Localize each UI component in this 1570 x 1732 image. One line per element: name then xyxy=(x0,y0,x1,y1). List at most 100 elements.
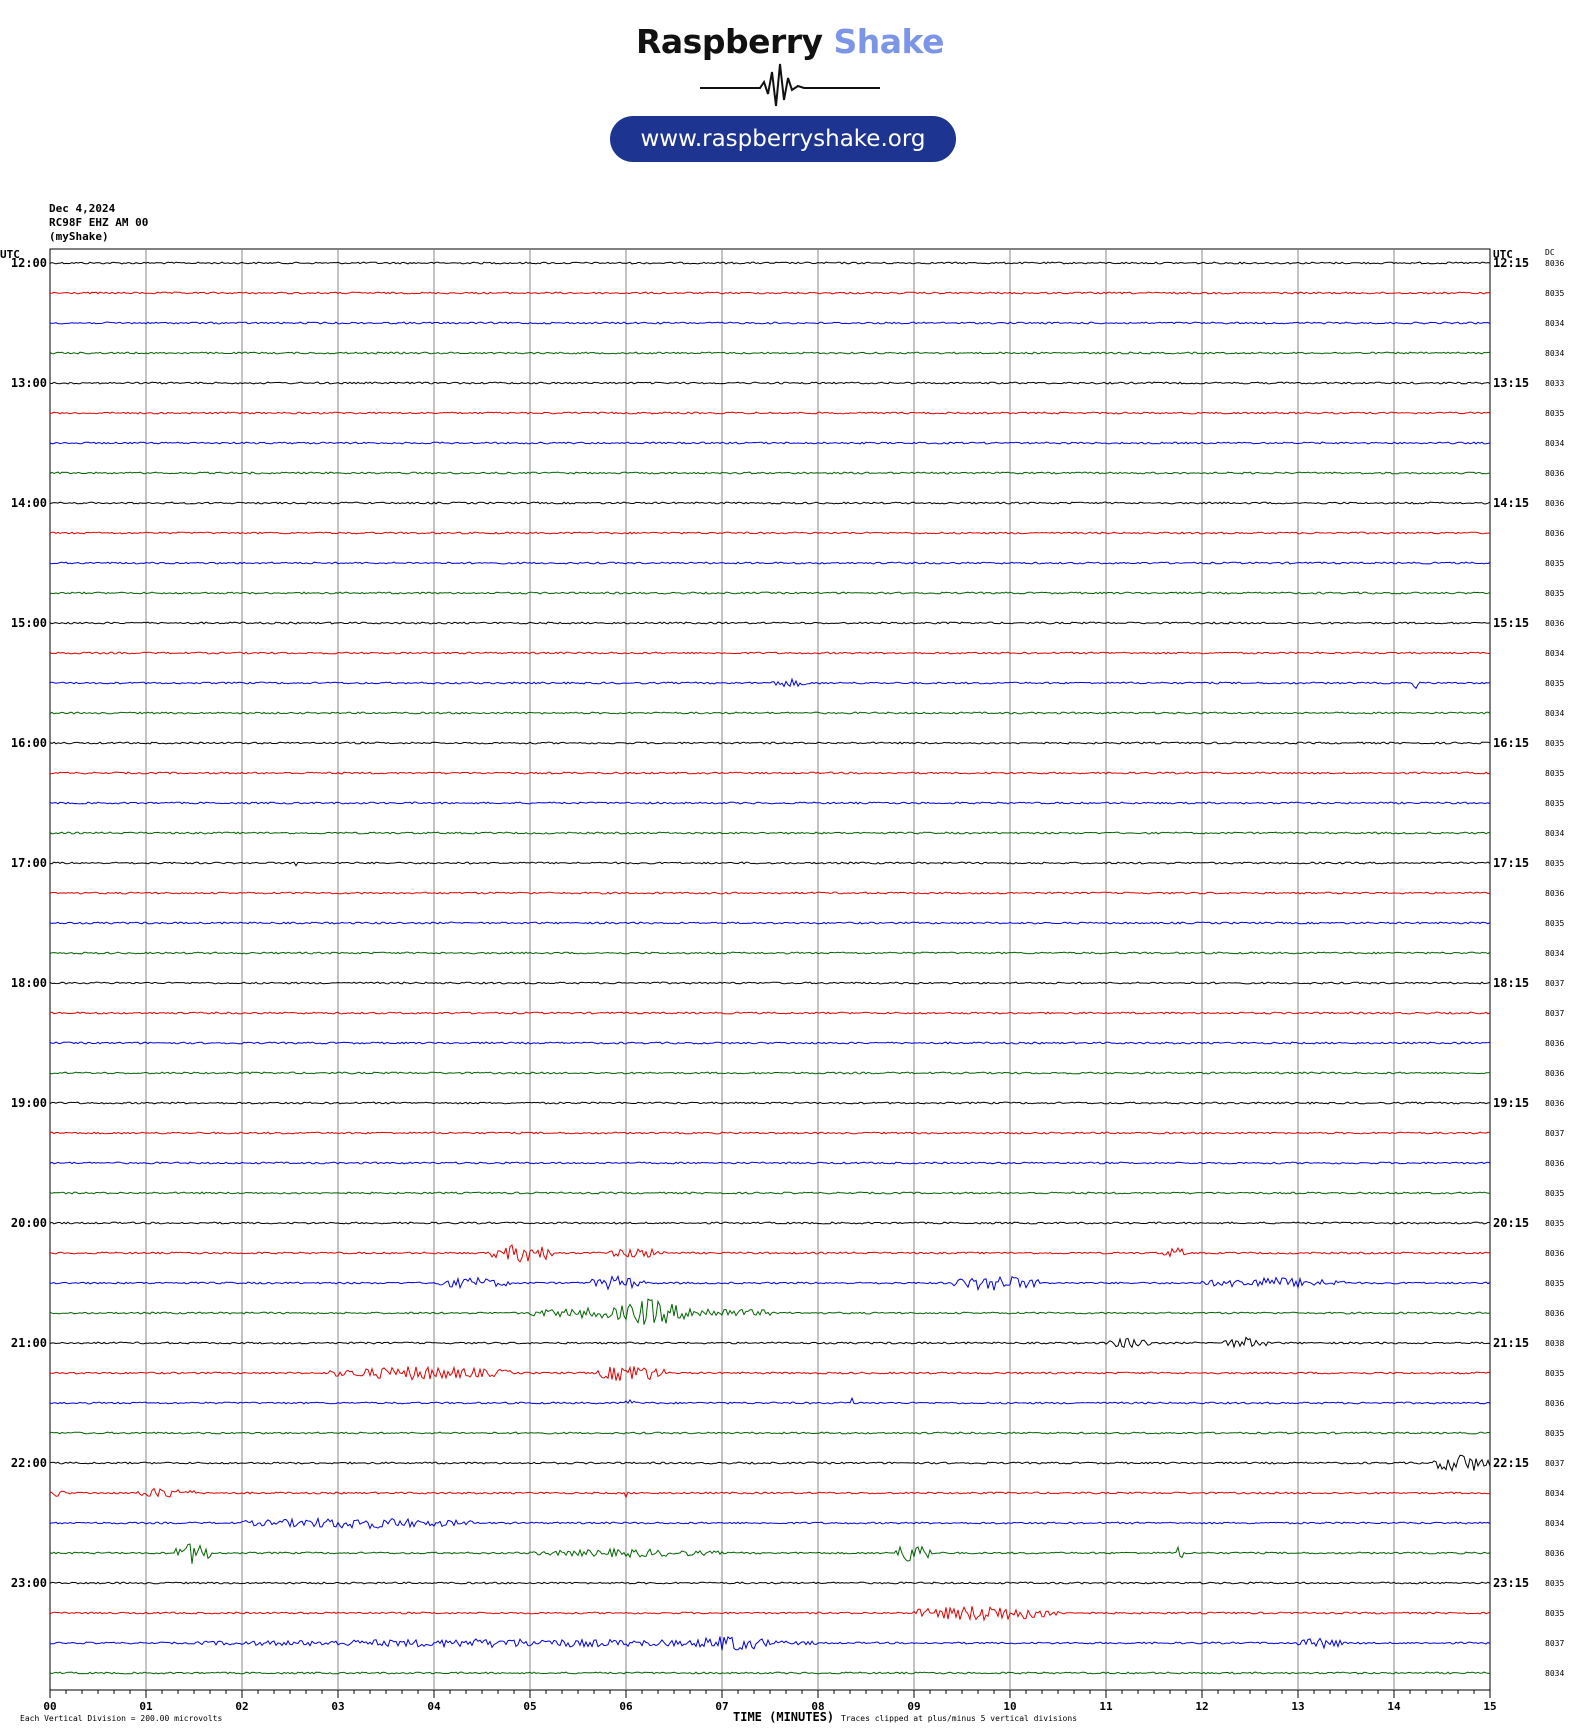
row-label-left-40: 22:00 xyxy=(11,1456,47,1470)
row-label-right-0: 12:15 xyxy=(1493,256,1529,270)
right-axis-title: UTC xyxy=(1493,248,1513,261)
dc-value-35: 8036 xyxy=(1545,1309,1564,1318)
tick-label-14: 14 xyxy=(1387,1700,1401,1713)
trace-row-0 xyxy=(49,261,1491,265)
dc-value-3: 8034 xyxy=(1545,349,1564,358)
row-label-left-28: 19:00 xyxy=(11,1096,47,1110)
row-label-left-20: 17:00 xyxy=(11,856,47,870)
tick-label-15: 15 xyxy=(1483,1700,1496,1713)
dc-value-38: 8036 xyxy=(1545,1399,1564,1408)
row-label-left-4: 13:00 xyxy=(11,376,47,390)
dc-value-42: 8034 xyxy=(1545,1519,1564,1528)
trace-row-47 xyxy=(49,1671,1491,1675)
trace-row-35 xyxy=(49,1298,1491,1325)
trace-row-20 xyxy=(49,861,1491,867)
tick-label-01: 01 xyxy=(139,1700,153,1713)
trace-row-33 xyxy=(50,1244,1491,1263)
dc-value-5: 8035 xyxy=(1545,409,1564,418)
trace-row-29 xyxy=(49,1131,1491,1135)
tick-label-00: 00 xyxy=(43,1700,56,1713)
dc-value-16: 8035 xyxy=(1545,739,1564,748)
trace-row-12 xyxy=(49,621,1491,625)
seismograph-wave-icon xyxy=(700,63,880,107)
trace-row-39 xyxy=(50,1431,1491,1435)
trace-row-37 xyxy=(49,1365,1491,1381)
dc-value-46: 8037 xyxy=(1545,1639,1564,1648)
dc-value-28: 8036 xyxy=(1545,1099,1564,1108)
trace-row-4 xyxy=(49,381,1491,385)
trace-row-2 xyxy=(50,321,1491,325)
trace-row-27 xyxy=(49,1071,1491,1075)
trace-row-40 xyxy=(49,1454,1491,1473)
dc-value-32: 8035 xyxy=(1545,1219,1564,1228)
row-label-right-32: 20:15 xyxy=(1493,1216,1529,1230)
trace-row-17 xyxy=(49,771,1491,775)
row-label-left-16: 16:00 xyxy=(11,736,47,750)
x-axis-title: TIME (MINUTES) xyxy=(733,1710,834,1724)
dc-value-20: 8035 xyxy=(1545,859,1564,868)
row-label-left-0: 12:00 xyxy=(11,256,47,270)
dc-value-41: 8034 xyxy=(1545,1489,1564,1498)
logo-title: Raspberry Shake xyxy=(610,22,970,61)
trace-row-21 xyxy=(49,891,1491,895)
dc-value-37: 8035 xyxy=(1545,1369,1564,1378)
dc-value-36: 8038 xyxy=(1545,1339,1564,1348)
dc-value-9: 8036 xyxy=(1545,529,1564,538)
station-id: RC98F EHZ AM 00 xyxy=(49,216,149,229)
tick-label-06: 06 xyxy=(619,1700,633,1713)
dc-value-8: 8036 xyxy=(1545,499,1564,508)
tick-label-02: 02 xyxy=(235,1700,248,1713)
website-url-badge[interactable]: www.raspberryshake.org xyxy=(610,116,956,162)
trace-row-46 xyxy=(49,1635,1491,1651)
dc-value-21: 8036 xyxy=(1545,889,1564,898)
trace-row-23 xyxy=(49,951,1491,955)
trace-row-41 xyxy=(49,1487,1491,1499)
trace-row-34 xyxy=(49,1274,1491,1292)
trace-row-16 xyxy=(49,741,1491,745)
dc-value-10: 8035 xyxy=(1545,559,1564,568)
trace-row-42 xyxy=(49,1516,1491,1530)
data-source: (myShake) xyxy=(49,230,109,243)
trace-row-9 xyxy=(49,531,1491,535)
chart-date: Dec 4,2024 xyxy=(49,202,116,215)
logo-brand-word: Raspberry xyxy=(636,22,823,61)
dc-value-19: 8034 xyxy=(1545,829,1564,838)
row-label-right-28: 19:15 xyxy=(1493,1096,1529,1110)
trace-row-28 xyxy=(49,1101,1491,1105)
trace-row-1 xyxy=(49,291,1491,295)
dc-value-11: 8035 xyxy=(1545,589,1564,598)
trace-row-31 xyxy=(49,1191,1491,1195)
dc-value-22: 8035 xyxy=(1545,919,1564,928)
dc-value-45: 8035 xyxy=(1545,1609,1564,1618)
trace-row-45 xyxy=(49,1606,1491,1622)
trace-row-10 xyxy=(49,561,1491,565)
trace-row-24 xyxy=(49,981,1491,985)
tick-label-04: 04 xyxy=(427,1700,441,1713)
trace-row-36 xyxy=(49,1336,1491,1349)
row-label-right-16: 16:15 xyxy=(1493,736,1529,750)
trace-row-11 xyxy=(49,591,1491,595)
dc-value-27: 8036 xyxy=(1545,1069,1564,1078)
row-label-left-12: 15:00 xyxy=(11,616,47,630)
dc-value-12: 8036 xyxy=(1545,619,1564,628)
dc-value-17: 8035 xyxy=(1545,769,1564,778)
trace-row-44 xyxy=(49,1581,1491,1585)
trace-row-3 xyxy=(49,351,1491,355)
row-label-left-32: 20:00 xyxy=(11,1216,47,1230)
trace-row-7 xyxy=(49,471,1491,475)
row-label-right-8: 14:15 xyxy=(1493,496,1529,510)
trace-row-6 xyxy=(49,441,1491,445)
trace-row-13 xyxy=(49,651,1491,655)
logo-brand-accent: Shake xyxy=(833,22,945,61)
trace-row-22 xyxy=(49,921,1491,925)
trace-row-43 xyxy=(49,1543,1491,1564)
tick-label-08: 08 xyxy=(811,1700,824,1713)
dc-value-18: 8035 xyxy=(1545,799,1564,808)
dc-value-43: 8036 xyxy=(1545,1549,1564,1558)
tick-label-09: 09 xyxy=(907,1700,920,1713)
trace-row-14 xyxy=(49,677,1491,690)
trace-row-32 xyxy=(49,1221,1490,1225)
row-label-right-12: 15:15 xyxy=(1493,616,1529,630)
dc-value-0: 8036 xyxy=(1545,259,1564,268)
